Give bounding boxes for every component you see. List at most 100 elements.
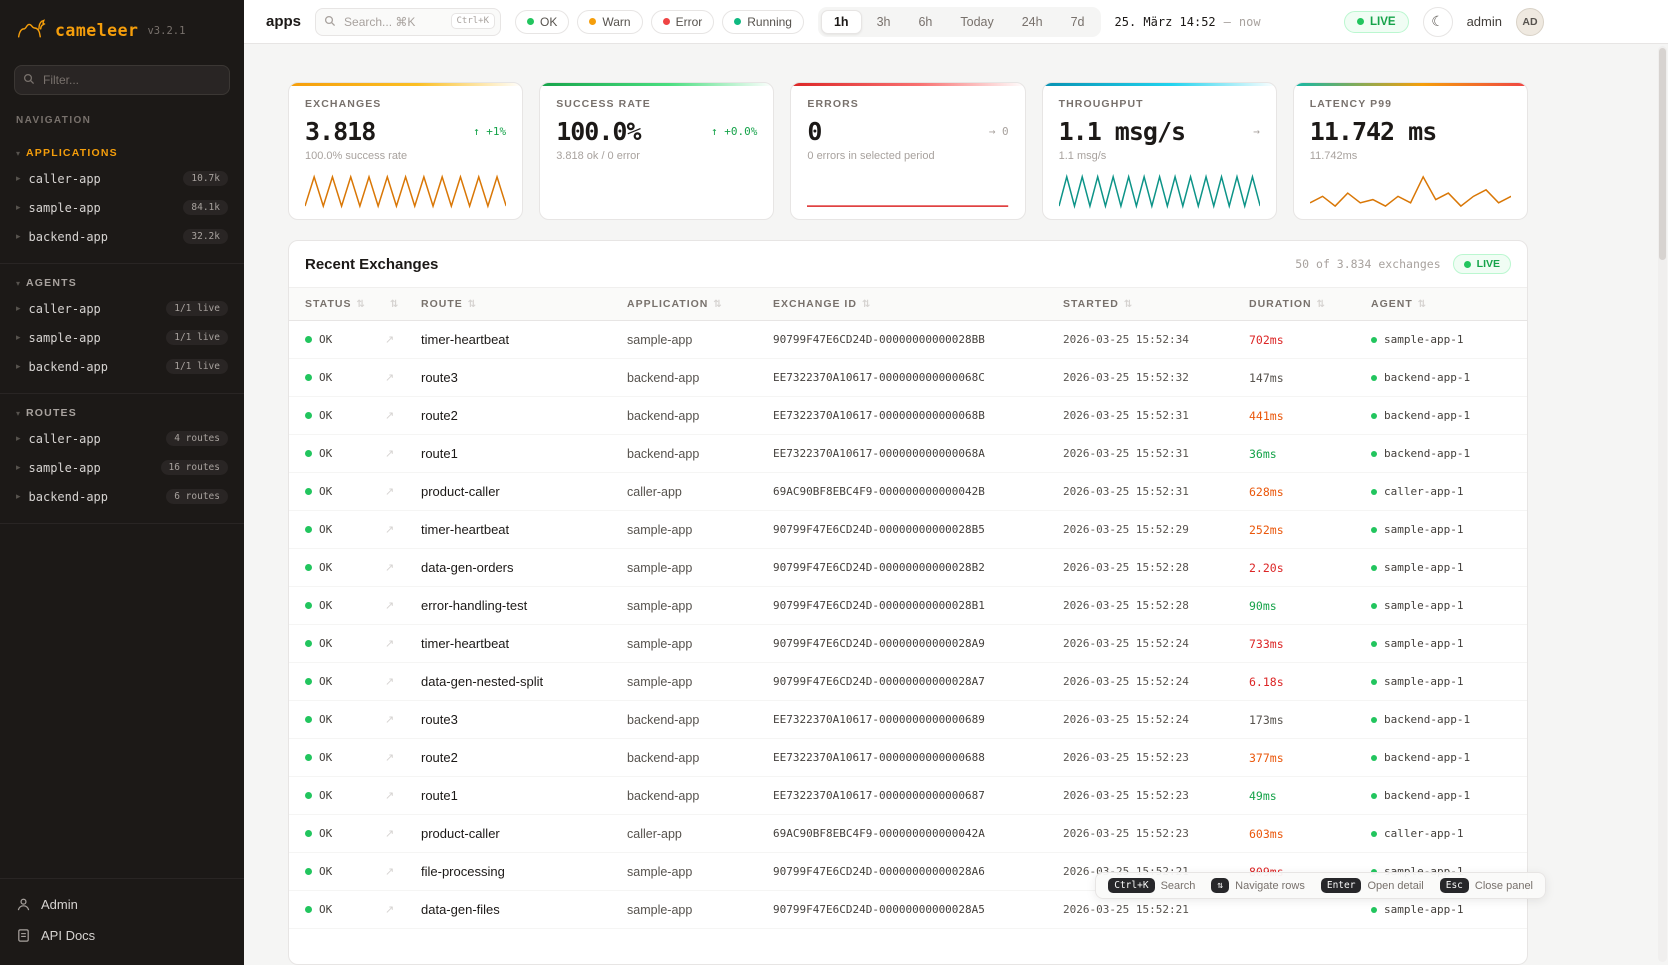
sort-icon: ⇅ xyxy=(356,298,366,310)
exchange-id-cell: EE7322370A10617-000000000000068B xyxy=(773,409,985,422)
open-detail-arrow-icon[interactable]: ↗ xyxy=(385,372,395,384)
kbd-key: ⇅ xyxy=(1211,878,1230,893)
chevron-right-icon: ▸ xyxy=(16,332,21,342)
open-detail-arrow-icon[interactable]: ↗ xyxy=(385,600,395,612)
app-version: v3.2.1 xyxy=(147,24,186,37)
sidebar-item-caller-app[interactable]: ▸ caller-app 10.7k xyxy=(8,164,236,193)
sidebar-filter-input[interactable] xyxy=(14,65,230,95)
range-button-6h[interactable]: 6h xyxy=(905,10,945,34)
table-row[interactable]: OK ↗ route3 backend-app EE7322370A10617-… xyxy=(289,359,1527,397)
filter-chip-running[interactable]: Running xyxy=(722,9,804,34)
table-row[interactable]: OK ↗ route1 backend-app EE7322370A10617-… xyxy=(289,777,1527,815)
open-detail-arrow-icon[interactable]: ↗ xyxy=(385,904,395,916)
filter-chip-ok[interactable]: OK xyxy=(515,9,570,34)
table-row[interactable]: OK ↗ route2 backend-app EE7322370A10617-… xyxy=(289,397,1527,435)
table-row[interactable]: OK ↗ timer-heartbeat sample-app 90799F47… xyxy=(289,511,1527,549)
agent-dot xyxy=(1371,640,1377,647)
table-row[interactable]: OK ↗ route3 backend-app EE7322370A10617-… xyxy=(289,701,1527,739)
open-detail-arrow-icon[interactable]: ↗ xyxy=(385,562,395,574)
started-cell: 2026-03-25 15:52:31 xyxy=(1063,485,1189,498)
open-detail-arrow-icon[interactable]: ↗ xyxy=(385,334,395,346)
table-row[interactable]: OK ↗ data-gen-files sample-app 90799F47E… xyxy=(289,891,1527,929)
table-row[interactable]: OK ↗ error-handling-test sample-app 9079… xyxy=(289,587,1527,625)
table-row[interactable]: OK ↗ product-caller caller-app 69AC90BF8… xyxy=(289,815,1527,853)
search-shortcut-hint: Ctrl+K xyxy=(450,12,496,29)
ok-dot xyxy=(305,716,312,723)
filter-chip-error[interactable]: Error xyxy=(650,9,715,34)
stat-label: ERRORS xyxy=(807,98,859,110)
open-detail-arrow-icon[interactable]: ↗ xyxy=(385,714,395,726)
column-header-application[interactable]: APPLICATION ⇅ xyxy=(627,298,723,310)
ok-dot xyxy=(305,640,312,647)
range-button-3h[interactable]: 3h xyxy=(864,10,904,34)
range-button-7d[interactable]: 7d xyxy=(1058,10,1098,34)
sidebar-item-caller-app[interactable]: ▸ caller-app 1/1 live xyxy=(8,294,236,323)
exchange-id-cell: EE7322370A10617-000000000000068A xyxy=(773,447,985,460)
open-detail-arrow-icon[interactable]: ↗ xyxy=(385,524,395,536)
application-cell: backend-app xyxy=(627,788,700,803)
open-detail-arrow-icon[interactable]: ↗ xyxy=(385,828,395,840)
sidebar-item-admin[interactable]: Admin xyxy=(16,889,228,920)
table-row[interactable]: OK ↗ timer-heartbeat sample-app 90799F47… xyxy=(289,321,1527,359)
sidebar-item-sample-app[interactable]: ▸ sample-app 84.1k xyxy=(8,193,236,222)
route-cell: data-gen-files xyxy=(421,902,500,917)
range-button-24h[interactable]: 24h xyxy=(1009,10,1056,34)
scrollbar-track[interactable] xyxy=(1658,46,1667,962)
sidebar-item-backend-app[interactable]: ▸ backend-app 32.2k xyxy=(8,222,236,251)
filter-chip-warn[interactable]: Warn xyxy=(577,9,643,34)
sidebar-item-api-docs[interactable]: API Docs xyxy=(16,920,228,951)
table-row[interactable]: OK ↗ route1 backend-app EE7322370A10617-… xyxy=(289,435,1527,473)
live-dot xyxy=(1463,260,1471,268)
sort-icon: ⇅ xyxy=(861,298,872,310)
agent-cell: backend-app-1 xyxy=(1371,371,1511,384)
column-header-actions[interactable]: ⇅ xyxy=(385,299,421,310)
nav-section-header[interactable]: ▾ APPLICATIONS xyxy=(8,142,236,164)
ok-dot xyxy=(305,412,312,419)
agent-dot xyxy=(1371,754,1377,761)
avatar[interactable]: AD xyxy=(1516,7,1544,36)
range-button-today[interactable]: Today xyxy=(947,10,1006,34)
range-button-1h[interactable]: 1h xyxy=(820,9,862,34)
exchange-id-cell: 90799F47E6CD24D-00000000000028B5 xyxy=(773,523,985,536)
application-cell: backend-app xyxy=(627,446,700,461)
open-detail-arrow-icon[interactable]: ↗ xyxy=(385,448,395,460)
table-row[interactable]: OK ↗ data-gen-nested-split sample-app 90… xyxy=(289,663,1527,701)
sidebar-item-caller-app[interactable]: ▸ caller-app 4 routes xyxy=(8,424,236,453)
open-detail-arrow-icon[interactable]: ↗ xyxy=(385,790,395,802)
open-detail-arrow-icon[interactable]: ↗ xyxy=(385,410,395,422)
stat-delta: ↑ +1% xyxy=(473,125,507,138)
column-header-agent[interactable]: AGENT ⇅ xyxy=(1371,298,1428,310)
agent-dot xyxy=(1371,868,1377,875)
table-row[interactable]: OK ↗ data-gen-orders sample-app 90799F47… xyxy=(289,549,1527,587)
duration-cell: 147ms xyxy=(1249,370,1284,385)
sidebar-item-sample-app[interactable]: ▸ sample-app 16 routes xyxy=(8,453,236,482)
open-detail-arrow-icon[interactable]: ↗ xyxy=(385,676,395,688)
route-cell: file-processing xyxy=(421,864,505,879)
sidebar-item-sample-app[interactable]: ▸ sample-app 1/1 live xyxy=(8,323,236,352)
status-cell: OK xyxy=(305,903,385,916)
scrollbar-thumb[interactable] xyxy=(1659,48,1666,260)
theme-toggle-button[interactable]: ☾ xyxy=(1422,6,1453,37)
table-row[interactable]: OK ↗ product-caller caller-app 69AC90BF8… xyxy=(289,473,1527,511)
column-header-started[interactable]: STARTED ⇅ xyxy=(1063,298,1134,310)
application-cell: sample-app xyxy=(627,522,693,537)
table-row[interactable]: OK ↗ route2 backend-app EE7322370A10617-… xyxy=(289,739,1527,777)
nav-section-header[interactable]: ▾ AGENTS xyxy=(8,272,236,294)
count-badge: 1/1 live xyxy=(166,359,228,374)
table-row[interactable]: OK ↗ timer-heartbeat sample-app 90799F47… xyxy=(289,625,1527,663)
nav-section-header[interactable]: ▾ ROUTES xyxy=(8,402,236,424)
column-header-duration[interactable]: DURATION ⇅ xyxy=(1249,298,1327,310)
column-header-status[interactable]: STATUS ⇅ xyxy=(305,298,366,310)
sidebar-item-backend-app[interactable]: ▸ backend-app 1/1 live xyxy=(8,352,236,381)
sidebar-item-backend-app[interactable]: ▸ backend-app 6 routes xyxy=(8,482,236,511)
caret-down-icon: ▾ xyxy=(16,278,21,288)
open-detail-arrow-icon[interactable]: ↗ xyxy=(385,486,395,498)
column-header-exchange-id[interactable]: EXCHANGE ID ⇅ xyxy=(773,298,872,310)
route-cell: data-gen-orders xyxy=(421,560,514,575)
stat-value: 11.742 ms xyxy=(1309,117,1437,146)
open-detail-arrow-icon[interactable]: ↗ xyxy=(385,866,395,878)
open-detail-arrow-icon[interactable]: ↗ xyxy=(385,638,395,650)
column-header-route[interactable]: ROUTE ⇅ xyxy=(421,298,478,310)
open-detail-arrow-icon[interactable]: ↗ xyxy=(385,752,395,764)
started-cell: 2026-03-25 15:52:24 xyxy=(1063,713,1189,726)
